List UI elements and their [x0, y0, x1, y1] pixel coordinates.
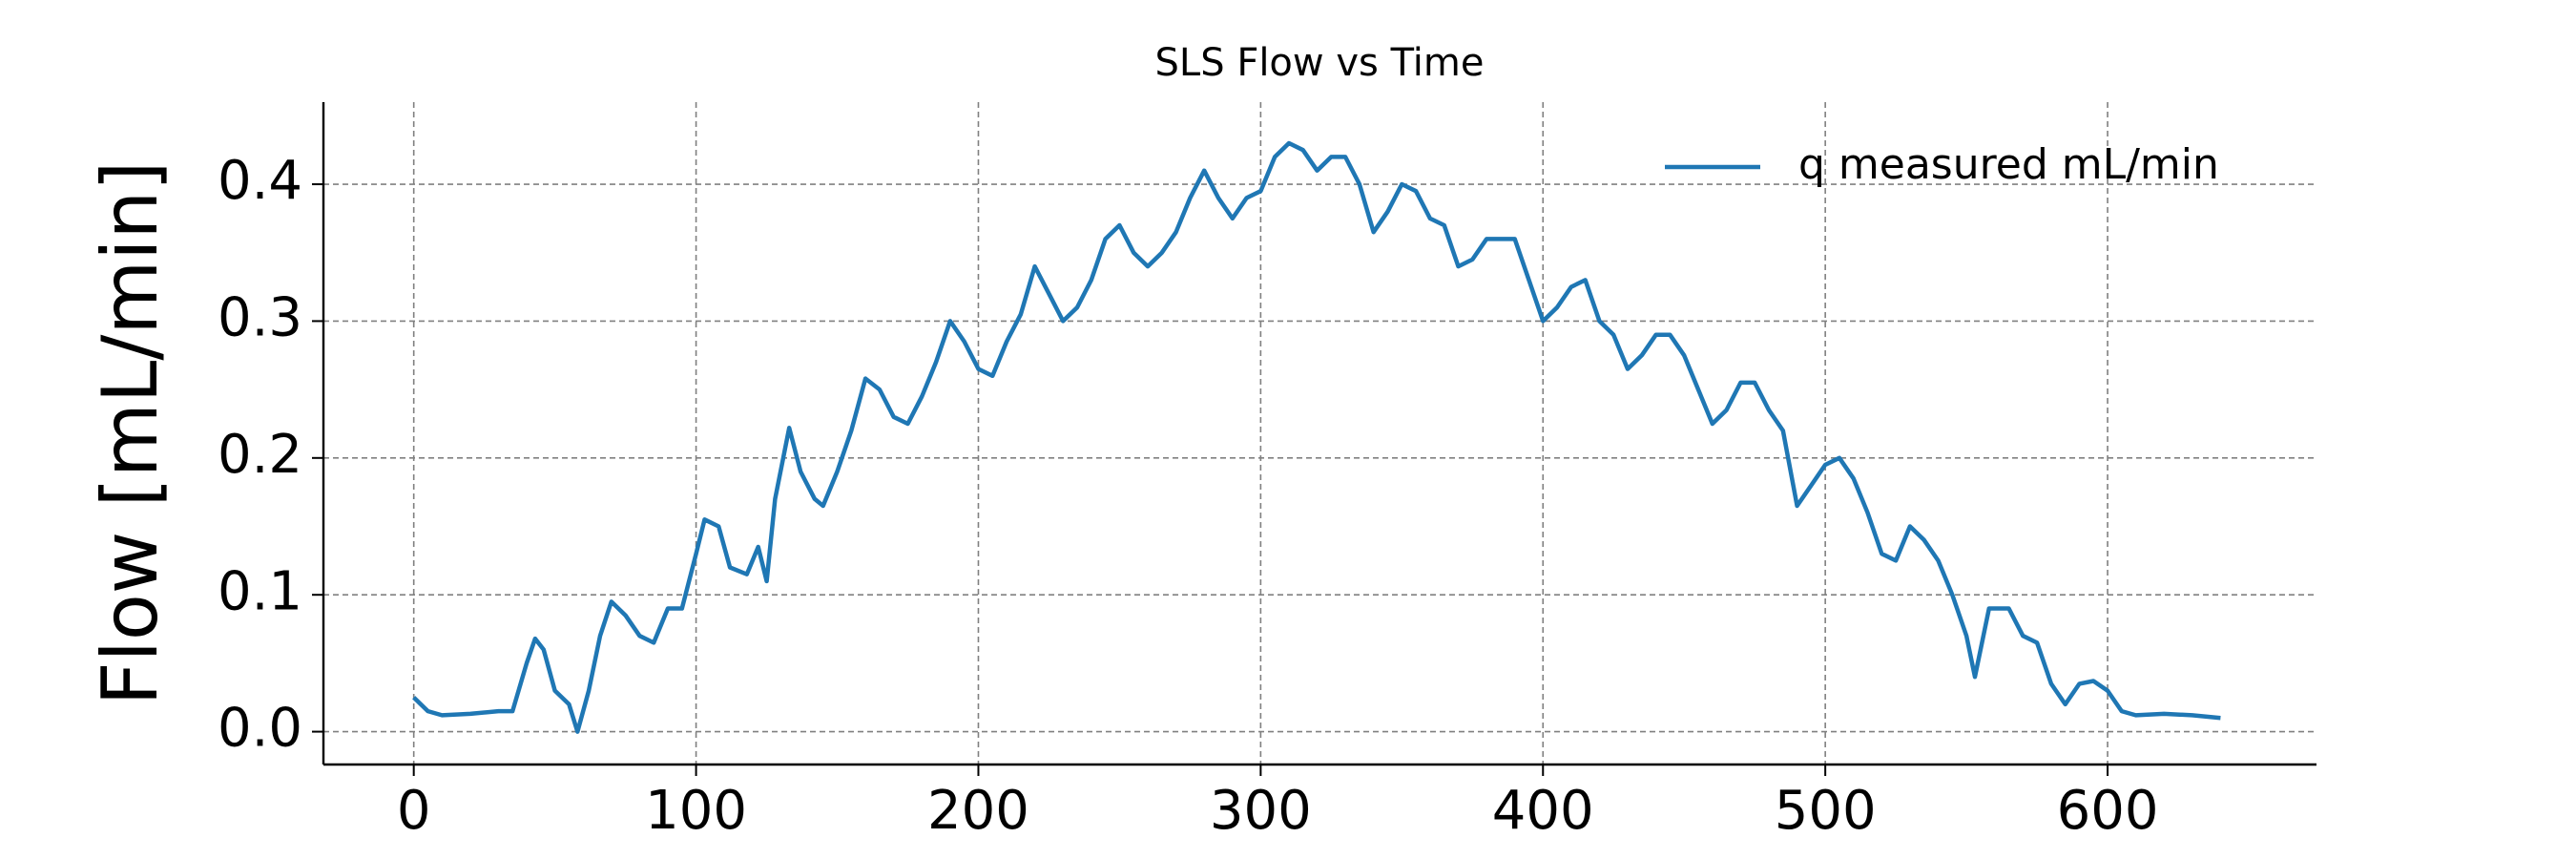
- y-tick-label: 0.2: [218, 424, 302, 486]
- x-tick-label: 100: [645, 780, 747, 842]
- data-line: [412, 140, 2221, 734]
- y-axis-label: Flow [mL/min]: [86, 161, 175, 706]
- x-tick-label: 300: [1210, 780, 1312, 842]
- y-tick-label: 0.3: [218, 287, 302, 349]
- x-tick-label: 400: [1492, 780, 1594, 842]
- y-tick-label: 0.4: [218, 150, 302, 212]
- y-tick-label: 0.0: [218, 698, 302, 760]
- x-tick-label: 600: [2057, 780, 2159, 842]
- y-tick-label: 0.1: [218, 560, 302, 622]
- x-tick-label: 0: [397, 780, 431, 842]
- x-tick-label: 200: [927, 780, 1029, 842]
- chart-title: SLS Flow vs Time: [1155, 41, 1485, 85]
- legend-label: q measured mL/min: [1798, 140, 2219, 189]
- x-tick-label: 500: [1775, 780, 1877, 842]
